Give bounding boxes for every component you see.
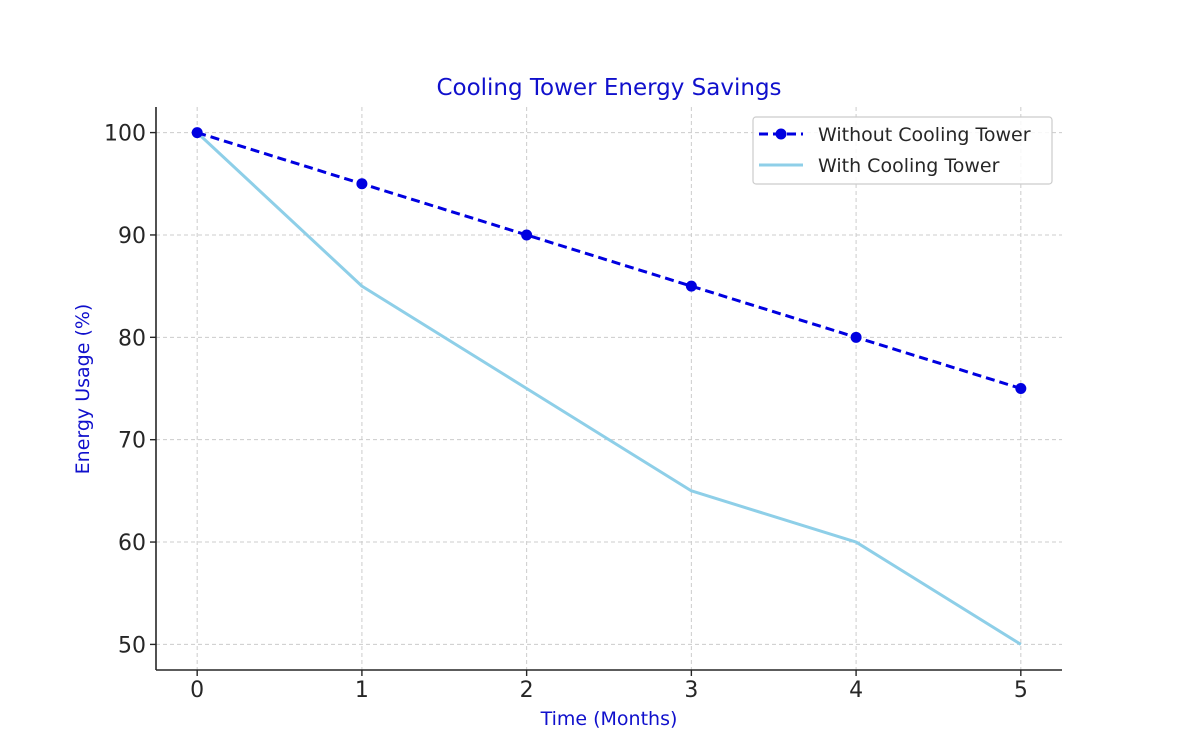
x-tick-label: 1 [355, 678, 369, 703]
x-axis-label: Time (Months) [540, 708, 678, 730]
chart-title: Cooling Tower Energy Savings [436, 75, 781, 101]
legend-label-with-cooling-tower: With Cooling Tower [818, 155, 1000, 177]
data-point-without-cooling-tower [191, 127, 203, 139]
y-tick-label: 90 [118, 224, 146, 249]
x-tick-label: 3 [684, 678, 698, 703]
x-tick-label: 5 [1014, 678, 1028, 703]
series-line-without-cooling-tower [196, 131, 1022, 390]
legend: Without Cooling Tower With Cooling Tower [752, 116, 1053, 185]
y-tick-label: 80 [118, 326, 146, 351]
x-tick-label: 2 [520, 678, 534, 703]
series-line-with-cooling-tower [196, 131, 1022, 646]
legend-box [752, 116, 1053, 185]
y-tick-label: 60 [118, 531, 146, 556]
y-tick-label: 50 [118, 633, 146, 658]
ticks: 0 1 2 3 4 5 50 60 70 80 90 100 [104, 122, 1028, 703]
data-point-without-cooling-tower [1015, 383, 1027, 394]
legend-marker-without-cooling-tower [775, 128, 787, 140]
data-point-without-cooling-tower [521, 229, 533, 241]
data-point-without-cooling-tower [850, 331, 862, 343]
plot-area [191, 127, 1027, 646]
data-point-without-cooling-tower [685, 280, 697, 292]
y-tick-label: 100 [104, 122, 146, 147]
legend-label-without-cooling-tower: Without Cooling Tower [818, 124, 1031, 146]
data-point-without-cooling-tower [356, 178, 368, 190]
y-tick-label: 70 [118, 429, 146, 454]
y-axis-label: Energy Usage (%) [72, 304, 94, 475]
axes [155, 107, 1062, 671]
x-tick-label: 0 [190, 678, 204, 703]
x-tick-label: 4 [849, 678, 863, 703]
